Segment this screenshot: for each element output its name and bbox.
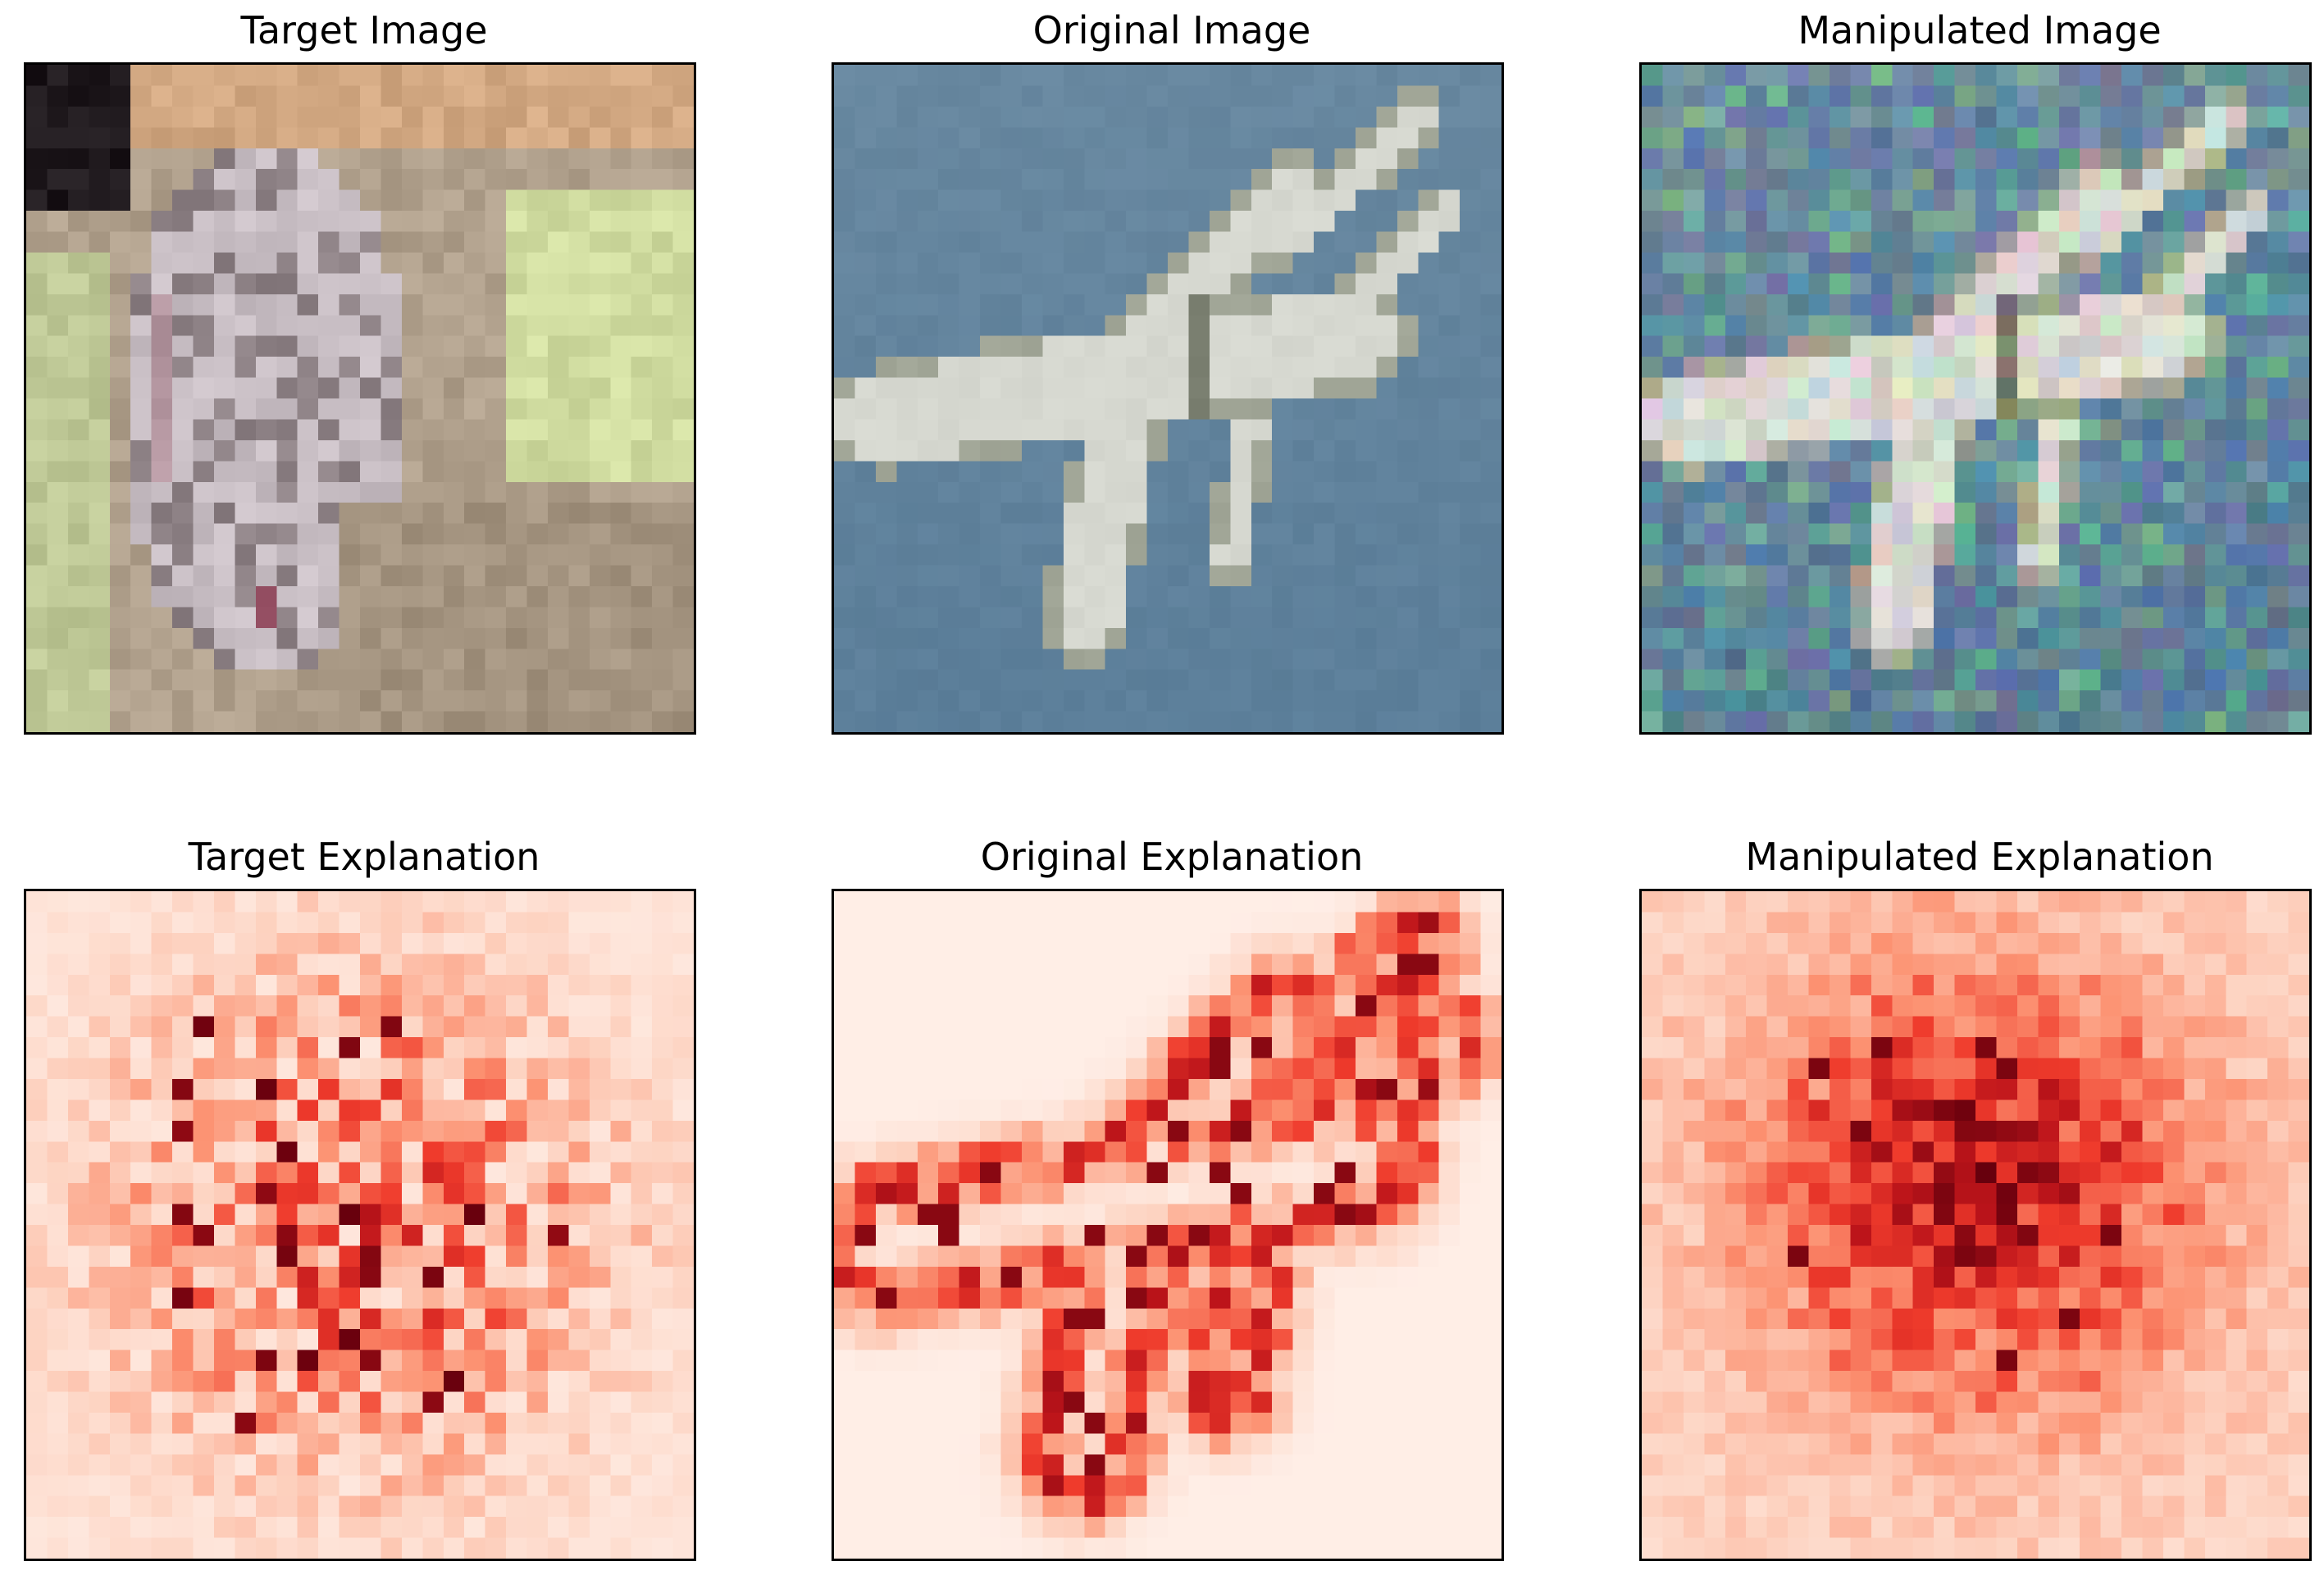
target-image-panel [24, 62, 696, 735]
manipulated-explanation-panel [1639, 889, 2312, 1561]
original-image-panel [832, 62, 1504, 735]
panel-title-original-image: Original Image [1032, 8, 1311, 52]
panel-title-original-explanation: Original Explanation [980, 835, 1364, 879]
manipulated-explanation-heatmap [1642, 891, 2309, 1559]
original-explanation-heatmap [834, 891, 1501, 1559]
panel-title-target-explanation: Target Explanation [188, 835, 540, 879]
target-image-canvas [26, 65, 694, 732]
panel-title-target-image: Target Image [240, 8, 488, 52]
manipulated-image-canvas [1642, 65, 2309, 732]
original-image-canvas [834, 65, 1501, 732]
original-explanation-panel [832, 889, 1504, 1561]
target-explanation-panel [24, 889, 696, 1561]
manipulated-image-panel [1639, 62, 2312, 735]
panel-title-manipulated-image: Manipulated Image [1798, 8, 2162, 52]
target-explanation-heatmap [26, 891, 694, 1559]
panel-title-manipulated-explanation: Manipulated Explanation [1745, 835, 2214, 879]
